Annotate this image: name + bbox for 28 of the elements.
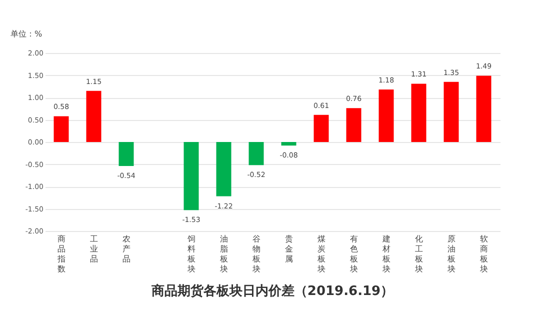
x-tick-label: 化工板块 [414,234,423,274]
bar [184,142,199,210]
bar [281,142,296,146]
bar [411,84,426,142]
x-tick-label: 建材板块 [381,234,390,274]
bar [314,114,329,142]
x-tick-label: 贵金属 [284,234,293,264]
x-tick-label: 软商板块 [478,234,488,274]
bar [216,142,232,196]
bar [444,82,459,142]
bar [86,90,102,142]
x-tick-label: 谷物板块 [251,234,260,274]
x-tick-label: 商品指数 [56,234,66,274]
x-tick-label: 油脂板块 [218,234,228,274]
x-tick-label: 有色板块 [348,234,358,274]
bar [346,108,362,142]
x-tick-label: 农产品 [122,234,130,264]
x-tick-label: 原油板块 [446,234,456,274]
y-axis-title: 单位：% [10,30,42,38]
bar [248,142,264,166]
x-tick-label: 工业品 [90,234,98,264]
text: 商品期货各板块日内价差（2019.6.19） [150,283,394,299]
x-tick-label: 煤炭板块 [316,234,326,274]
bar [54,116,69,142]
x-tick-label: 饲料板块 [186,234,196,274]
bar [476,76,492,142]
bar [118,142,134,166]
bar [378,89,394,142]
